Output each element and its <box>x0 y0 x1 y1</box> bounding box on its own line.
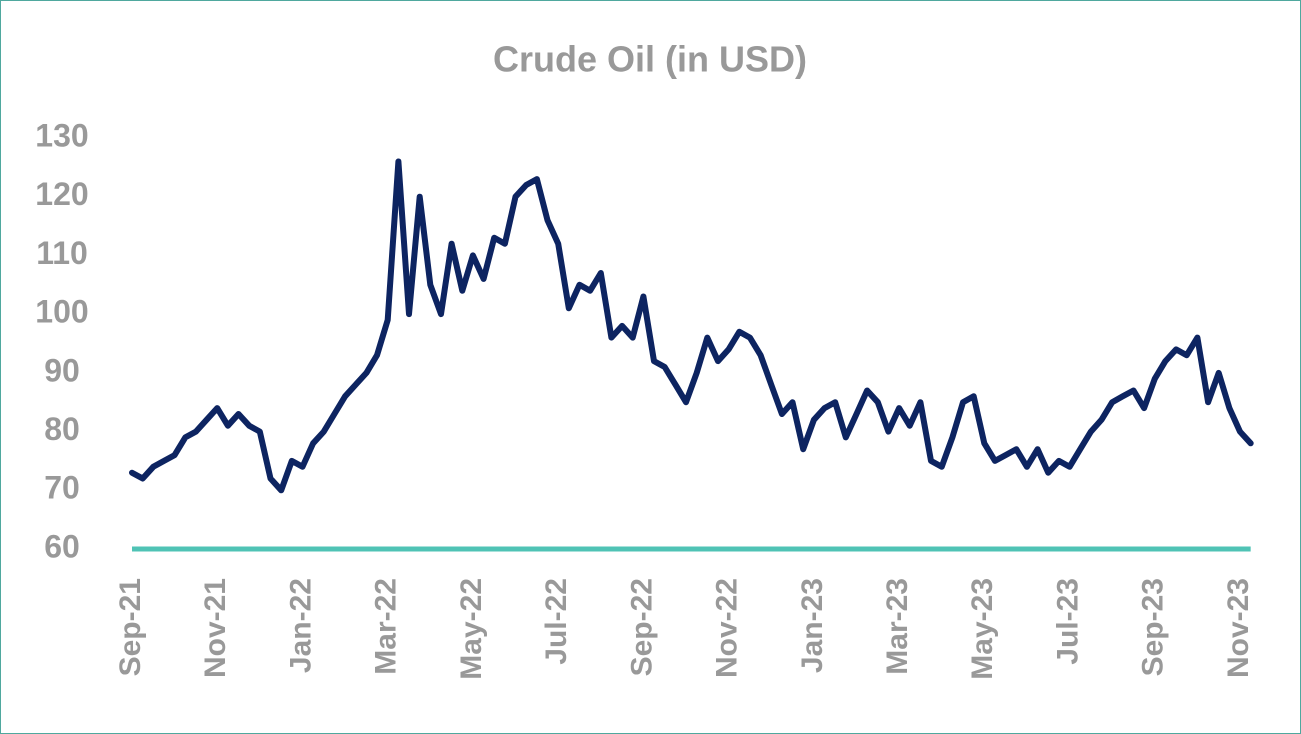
x-tick-label: May-22 <box>455 578 488 680</box>
y-tick-label: 120 <box>35 176 88 212</box>
x-tick-label: Jul-23 <box>1051 578 1084 665</box>
x-tick-label: Jul-22 <box>540 578 573 665</box>
price-line <box>129 158 1254 494</box>
chart-title: Crude Oil (in USD) <box>493 39 807 80</box>
x-tick-label: Nov-21 <box>199 578 232 678</box>
y-tick-label: 110 <box>36 235 88 271</box>
x-tick-label: Sep-22 <box>625 578 658 676</box>
x-tick-label: Jan-23 <box>796 578 829 673</box>
x-tick-label: Mar-22 <box>370 578 403 675</box>
y-tick-label: 80 <box>44 411 80 447</box>
x-tick-label: Sep-21 <box>114 578 147 676</box>
y-tick-label: 100 <box>35 294 88 330</box>
y-tick-label: 90 <box>44 352 80 388</box>
y-tick-label: 60 <box>44 528 80 564</box>
y-tick-label: 130 <box>35 117 88 153</box>
x-tick-label: Jan-22 <box>284 578 317 673</box>
y-tick-label: 70 <box>44 470 80 506</box>
x-tick-label: May-23 <box>966 578 999 680</box>
x-tick-label: Nov-23 <box>1222 578 1255 678</box>
x-tick-label: Nov-22 <box>711 578 744 678</box>
x-tick-label: Mar-23 <box>881 578 914 675</box>
x-tick-label: Sep-23 <box>1137 578 1170 676</box>
